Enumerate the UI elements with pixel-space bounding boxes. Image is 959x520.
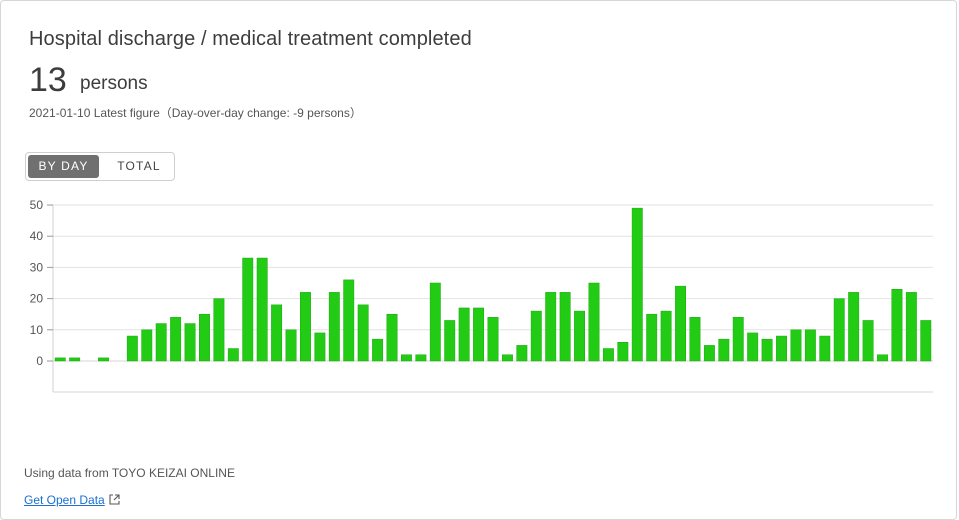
bar[interactable] [473, 307, 485, 362]
bar[interactable] [848, 292, 860, 362]
bar[interactable] [213, 298, 225, 362]
value-unit: persons [80, 73, 148, 94]
bar[interactable] [602, 348, 614, 362]
bar[interactable] [155, 323, 167, 362]
bar[interactable] [227, 348, 239, 362]
bar[interactable] [444, 320, 456, 362]
y-tick-label: 10 [30, 323, 44, 337]
bar[interactable] [184, 323, 196, 362]
view-toggle: BY DAY TOTAL [25, 152, 175, 181]
y-tick-label: 20 [30, 292, 44, 306]
bar[interactable] [776, 335, 787, 362]
bar[interactable] [646, 313, 658, 362]
bar[interactable] [458, 307, 470, 362]
card-title: Hospital discharge / medical treatment c… [29, 28, 472, 50]
bar[interactable] [631, 207, 643, 362]
bar[interactable] [920, 320, 932, 362]
bar[interactable] [415, 354, 427, 362]
bar[interactable] [833, 298, 845, 362]
bar[interactable] [790, 329, 802, 362]
bar[interactable] [516, 345, 528, 362]
bar[interactable] [300, 292, 311, 362]
source-note: Using data from TOYO KEIZAI ONLINE [24, 466, 235, 480]
bar[interactable] [69, 357, 81, 362]
bar[interactable] [819, 335, 831, 362]
bar[interactable] [170, 317, 182, 362]
bar-chart: 0 10 20 30 40 50 [30, 198, 933, 393]
update-info: 2021-01-10 Latest figure（Day-over-day ch… [29, 106, 362, 120]
bar[interactable] [559, 292, 571, 362]
bar[interactable] [401, 354, 412, 362]
bar-series [54, 207, 932, 362]
bar[interactable] [617, 342, 629, 362]
bar[interactable] [343, 279, 355, 362]
bar[interactable] [675, 285, 686, 362]
bar[interactable] [54, 357, 66, 362]
open-data-link[interactable]: Get Open Data [24, 493, 120, 508]
bar[interactable] [905, 292, 917, 362]
bar[interactable] [761, 338, 773, 362]
external-link-icon [109, 494, 120, 508]
bar[interactable] [891, 288, 903, 362]
bar[interactable] [574, 310, 585, 362]
bar[interactable] [314, 332, 326, 362]
bar[interactable] [271, 304, 283, 362]
bar[interactable] [141, 329, 153, 362]
y-tick-label: 50 [30, 198, 44, 212]
bar[interactable] [429, 282, 441, 362]
bar[interactable] [357, 304, 369, 362]
bar[interactable] [588, 282, 600, 362]
total-button[interactable]: TOTAL [117, 159, 161, 173]
bar[interactable] [372, 338, 384, 362]
bar[interactable] [545, 292, 557, 362]
bar[interactable] [199, 313, 210, 362]
bar[interactable] [530, 310, 542, 362]
latest-value: 13 [29, 61, 67, 99]
y-tick-label: 40 [30, 229, 44, 243]
bar[interactable] [98, 357, 109, 362]
y-axis-ticks: 0 10 20 30 40 50 [30, 198, 53, 368]
grid-lines [52, 204, 933, 393]
bar[interactable] [285, 329, 297, 362]
bar[interactable] [126, 335, 138, 362]
bar[interactable] [862, 320, 874, 362]
bar[interactable] [718, 338, 730, 362]
open-data-label: Get Open Data [24, 493, 105, 507]
bar[interactable] [877, 354, 888, 362]
by-day-button[interactable]: BY DAY [28, 155, 99, 178]
bar[interactable] [242, 257, 254, 362]
bar[interactable] [804, 329, 816, 362]
bar[interactable] [328, 292, 340, 362]
bar[interactable] [256, 257, 268, 362]
bar[interactable] [732, 317, 744, 362]
bar[interactable] [660, 310, 672, 362]
bar[interactable] [487, 317, 499, 362]
y-tick-label: 30 [30, 260, 44, 274]
bar[interactable] [386, 313, 398, 362]
bar[interactable] [747, 332, 759, 362]
bar[interactable] [501, 354, 513, 362]
bar[interactable] [703, 345, 715, 362]
bar[interactable] [689, 317, 701, 362]
y-tick-label: 0 [36, 354, 43, 368]
